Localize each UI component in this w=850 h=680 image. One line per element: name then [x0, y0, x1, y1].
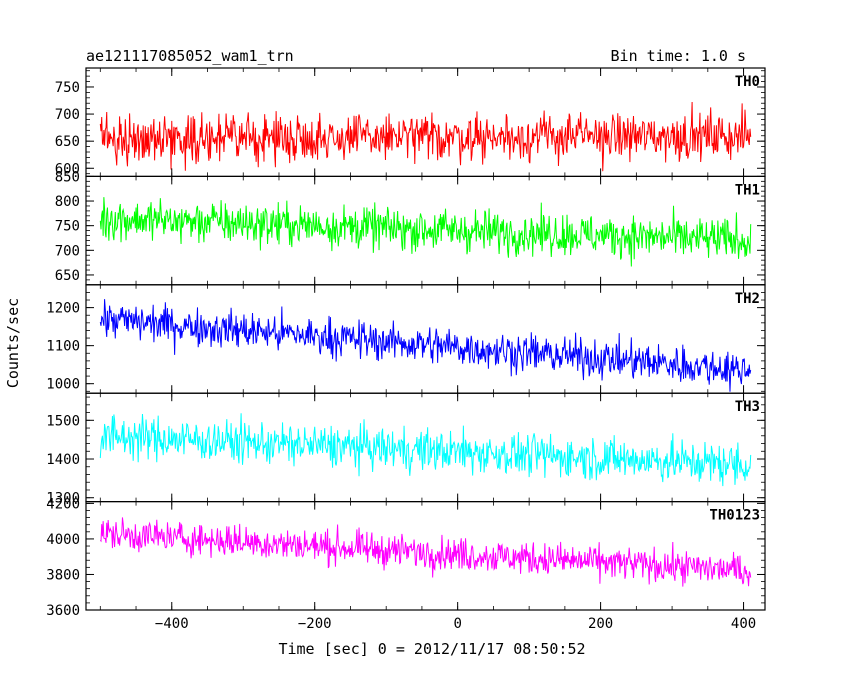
panel-th3: 1300 1400 1500 TH3 [46, 392, 766, 507]
y-tick-label: 750 [55, 80, 80, 96]
x-axis: −400 −200 0 200 400 [155, 616, 756, 632]
panel-th2: 1000 1100 1200 TH2 [46, 284, 766, 394]
y-tick-label: 600 [55, 161, 80, 177]
x-tick-label: −200 [298, 616, 332, 632]
y-tick-label: 1400 [46, 452, 80, 468]
panel-frame [85, 501, 766, 611]
y-tick-label: 650 [55, 134, 80, 150]
panel-frame [85, 284, 766, 394]
y-tick-label: 700 [55, 107, 80, 123]
y-tick-label: 650 [55, 268, 80, 284]
series-label-th0123: TH0123 [709, 508, 760, 524]
panel-th1: 650 700 750 800 850 TH1 [55, 169, 766, 286]
y-axis-title: Counts/sec [4, 298, 22, 388]
y-tick-label: 1200 [46, 301, 80, 317]
y-tick-label: 3600 [46, 603, 80, 619]
y-tick-label: 1300 [46, 491, 80, 507]
series-label-th0: TH0 [735, 74, 760, 90]
x-tick-label: 200 [588, 616, 613, 632]
panels-group: 600 650 700 750 TH0 650 700 750 800 850 TH1 1000 110… [46, 67, 766, 619]
y-tick-label: 4000 [46, 532, 80, 548]
y-tick-label: 3800 [46, 567, 80, 583]
y-tick-label: 1000 [46, 377, 80, 393]
series-label-th1: TH1 [735, 182, 760, 198]
panel-th0123: 3600 3800 4000 4200 TH0123 [46, 496, 766, 619]
y-tick-label: 800 [55, 194, 80, 210]
y-tick-label: 4200 [46, 496, 80, 512]
chart-title: ae121117085052_wam1_trn [86, 47, 294, 65]
y-tick-label: 850 [55, 169, 80, 185]
y-tick-label: 1500 [46, 413, 80, 429]
series-line-th1 [99, 197, 752, 267]
series-line-th2 [99, 299, 752, 392]
panel-th0: 600 650 700 750 TH0 [55, 67, 766, 177]
series-label-th2: TH2 [735, 291, 760, 307]
x-tick-label: 400 [731, 616, 756, 632]
bin-time-label: Bin time: 1.0 s [611, 47, 746, 65]
series-line-th3 [99, 413, 752, 487]
x-tick-label: −400 [155, 616, 189, 632]
x-tick-label: 0 [453, 616, 461, 632]
series-line-th0 [99, 102, 752, 172]
x-axis-title: Time [sec] 0 = 2012/11/17 08:50:52 [278, 640, 585, 658]
series-label-th3: TH3 [735, 399, 760, 415]
y-tick-label: 1100 [46, 339, 80, 355]
series-line-th0123 [99, 517, 752, 587]
y-tick-label: 750 [55, 219, 80, 235]
y-tick-label: 700 [55, 243, 80, 259]
